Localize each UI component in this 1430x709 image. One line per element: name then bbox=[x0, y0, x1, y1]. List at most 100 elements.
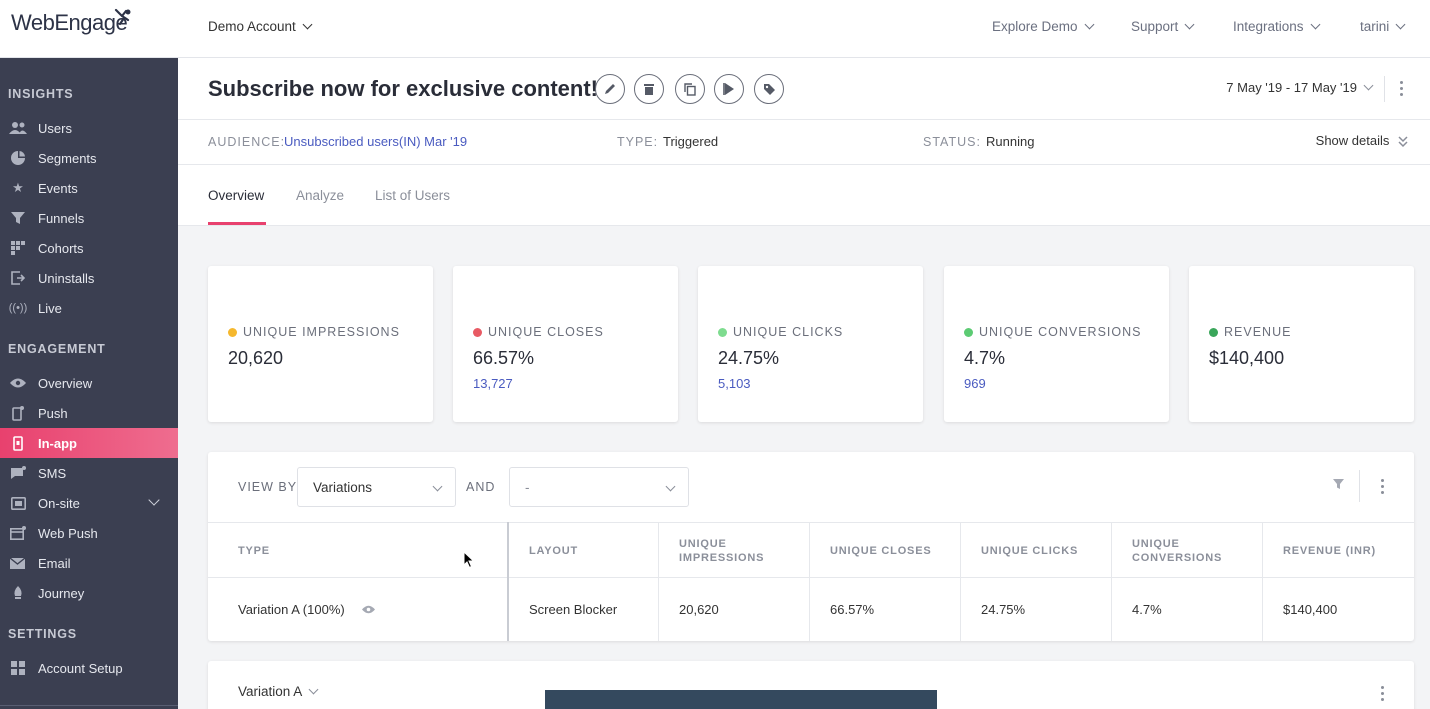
status-dot bbox=[228, 327, 237, 337]
chevron-down-icon bbox=[308, 684, 319, 695]
stat-value: 24.75% bbox=[718, 348, 780, 368]
chevron-down-icon[interactable] bbox=[148, 494, 160, 506]
stat-card-impressions: UNIQUE IMPRESSIONS 20,620 bbox=[208, 266, 433, 422]
and-label: AND bbox=[466, 480, 496, 494]
tab-list-of-users[interactable]: List of Users bbox=[375, 188, 451, 203]
eye-icon[interactable] bbox=[361, 605, 375, 614]
explore-demo-menu[interactable]: Explore Demo bbox=[992, 19, 1094, 34]
tab-overview[interactable]: Overview bbox=[208, 188, 265, 203]
stat-card-closes: UNIQUE CLOSES 66.57% 13,727 bbox=[453, 266, 678, 422]
sidebar-item-overview[interactable]: Overview bbox=[0, 368, 178, 398]
more-options-icon[interactable] bbox=[1381, 479, 1384, 494]
chevron-down-icon bbox=[1084, 19, 1094, 30]
webpush-icon bbox=[9, 524, 27, 542]
show-details-button[interactable]: Show details bbox=[1316, 133, 1408, 148]
stat-label: REVENUE bbox=[1224, 325, 1292, 339]
sidebar-item-on-site[interactable]: On-site bbox=[0, 488, 178, 518]
grid-icon bbox=[9, 239, 27, 257]
exit-icon bbox=[9, 269, 27, 287]
column-header: UNIQUE CLOSES bbox=[830, 545, 932, 557]
sidebar-item-segments[interactable]: Segments bbox=[0, 143, 178, 173]
sidebar-item-in-app[interactable]: In-app bbox=[0, 428, 178, 458]
table-row[interactable]: Variation A (100%) Screen Blocker 20,620… bbox=[208, 578, 1414, 641]
sidebar-item-events[interactable]: ★ Events bbox=[0, 173, 178, 203]
column-divider bbox=[1262, 522, 1263, 641]
logo-bird-icon bbox=[114, 8, 131, 26]
sidebar-item-label: In-app bbox=[38, 435, 77, 451]
star-icon: ★ bbox=[12, 180, 24, 195]
stat-value: 66.57% bbox=[473, 348, 535, 368]
tab-analyze[interactable]: Analyze bbox=[296, 188, 345, 203]
edit-button[interactable] bbox=[595, 74, 625, 104]
copy-icon bbox=[684, 82, 696, 96]
sidebar-item-account-setup[interactable]: Account Setup bbox=[0, 653, 178, 683]
sidebar-item-label: Live bbox=[38, 300, 62, 316]
sidebar-item-cohorts[interactable]: Cohorts bbox=[0, 233, 178, 263]
table-cell: Variation A (100%) bbox=[238, 578, 375, 641]
filter-icon[interactable] bbox=[1333, 479, 1344, 490]
webengage-logo[interactable]: WebEngage bbox=[11, 10, 128, 35]
delete-button[interactable] bbox=[634, 74, 664, 104]
sidebar-item-label: Email bbox=[38, 555, 71, 571]
settings-section-title: SETTINGS bbox=[8, 627, 77, 641]
tag-button[interactable] bbox=[754, 74, 784, 104]
status-dot bbox=[964, 327, 973, 337]
sidebar-item-uninstalls[interactable]: Uninstalls bbox=[0, 263, 178, 293]
sidebar-item-journey[interactable]: Journey bbox=[0, 578, 178, 608]
support-menu[interactable]: Support bbox=[1131, 19, 1195, 34]
sidebar-item-email[interactable]: Email bbox=[0, 548, 178, 578]
campaign-header: Subscribe now for exclusive content! 7 M… bbox=[178, 58, 1430, 120]
table-cell: $140,400 bbox=[1283, 602, 1338, 617]
column-divider bbox=[809, 522, 810, 641]
variation-dropdown[interactable]: Variation A bbox=[238, 684, 319, 699]
sidebar-item-label: Push bbox=[38, 405, 68, 421]
status-dot bbox=[1209, 327, 1218, 337]
chevron-down-icon bbox=[1310, 19, 1320, 30]
broadcast-icon: ((•)) bbox=[8, 302, 28, 314]
active-tab-indicator bbox=[208, 222, 266, 225]
column-header: UNIQUE IMPRESSIONS bbox=[679, 538, 765, 564]
funnel-icon bbox=[9, 209, 27, 227]
type-value: Triggered bbox=[663, 134, 719, 149]
type-label: TYPE: bbox=[617, 135, 659, 149]
users-icon bbox=[9, 119, 27, 137]
email-icon bbox=[9, 554, 27, 572]
stat-count-link[interactable]: 5,103 bbox=[718, 376, 751, 391]
sidebar-item-live[interactable]: ((•)) Live bbox=[0, 293, 178, 323]
table-cell: 66.57% bbox=[830, 602, 875, 617]
variation-preview bbox=[545, 690, 937, 709]
integrations-menu[interactable]: Integrations bbox=[1233, 19, 1320, 34]
sidebar-item-label: Segments bbox=[38, 150, 97, 166]
stat-value: 20,620 bbox=[228, 348, 284, 368]
sidebar-item-push[interactable]: Push bbox=[0, 398, 178, 428]
sidebar-item-web-push[interactable]: Web Push bbox=[0, 518, 178, 548]
stat-count-link[interactable]: 13,727 bbox=[473, 376, 513, 391]
sidebar-item-label: Events bbox=[38, 180, 78, 196]
secondary-dimension-select[interactable]: - bbox=[509, 467, 689, 507]
account-switcher[interactable]: Demo Account bbox=[208, 19, 313, 34]
campaign-meta: AUDIENCE: Unsubscribed users(IN) Mar '19… bbox=[178, 120, 1430, 165]
sidebar-item-users[interactable]: Users bbox=[0, 113, 178, 143]
audience-link[interactable]: Unsubscribed users(IN) Mar '19 bbox=[284, 134, 468, 149]
sidebar-item-funnels[interactable]: Funnels bbox=[0, 203, 178, 233]
play-button[interactable] bbox=[714, 74, 744, 104]
date-range-picker[interactable]: 7 May '19 - 17 May '19 bbox=[1226, 80, 1374, 95]
sidebar-item-sms[interactable]: SMS bbox=[0, 458, 178, 488]
sidebar-item-label: Funnels bbox=[38, 210, 85, 226]
stat-count-link[interactable]: 969 bbox=[964, 376, 986, 391]
copy-button[interactable] bbox=[675, 74, 705, 104]
more-options-icon[interactable] bbox=[1381, 686, 1384, 701]
mouse-cursor-icon bbox=[463, 551, 475, 569]
top-bar: WebEngage Demo Account Explore Demo Supp… bbox=[0, 0, 1430, 58]
eye-icon bbox=[9, 374, 27, 392]
chevron-down-icon bbox=[302, 19, 313, 30]
column-header: TYPE bbox=[238, 545, 270, 557]
stat-card-clicks: UNIQUE CLICKS 24.75% 5,103 bbox=[698, 266, 923, 422]
variations-table-panel: VIEW BY Variations AND - TYPE LAYOUT UNI… bbox=[208, 452, 1414, 641]
view-by-select[interactable]: Variations bbox=[297, 467, 456, 507]
sidebar-item-label: Cohorts bbox=[38, 240, 84, 256]
sidebar-item-label: SMS bbox=[38, 465, 67, 481]
user-menu[interactable]: tarini bbox=[1360, 19, 1406, 34]
more-options-icon[interactable] bbox=[1400, 81, 1403, 96]
sidebar-item-label: Users bbox=[38, 120, 72, 136]
